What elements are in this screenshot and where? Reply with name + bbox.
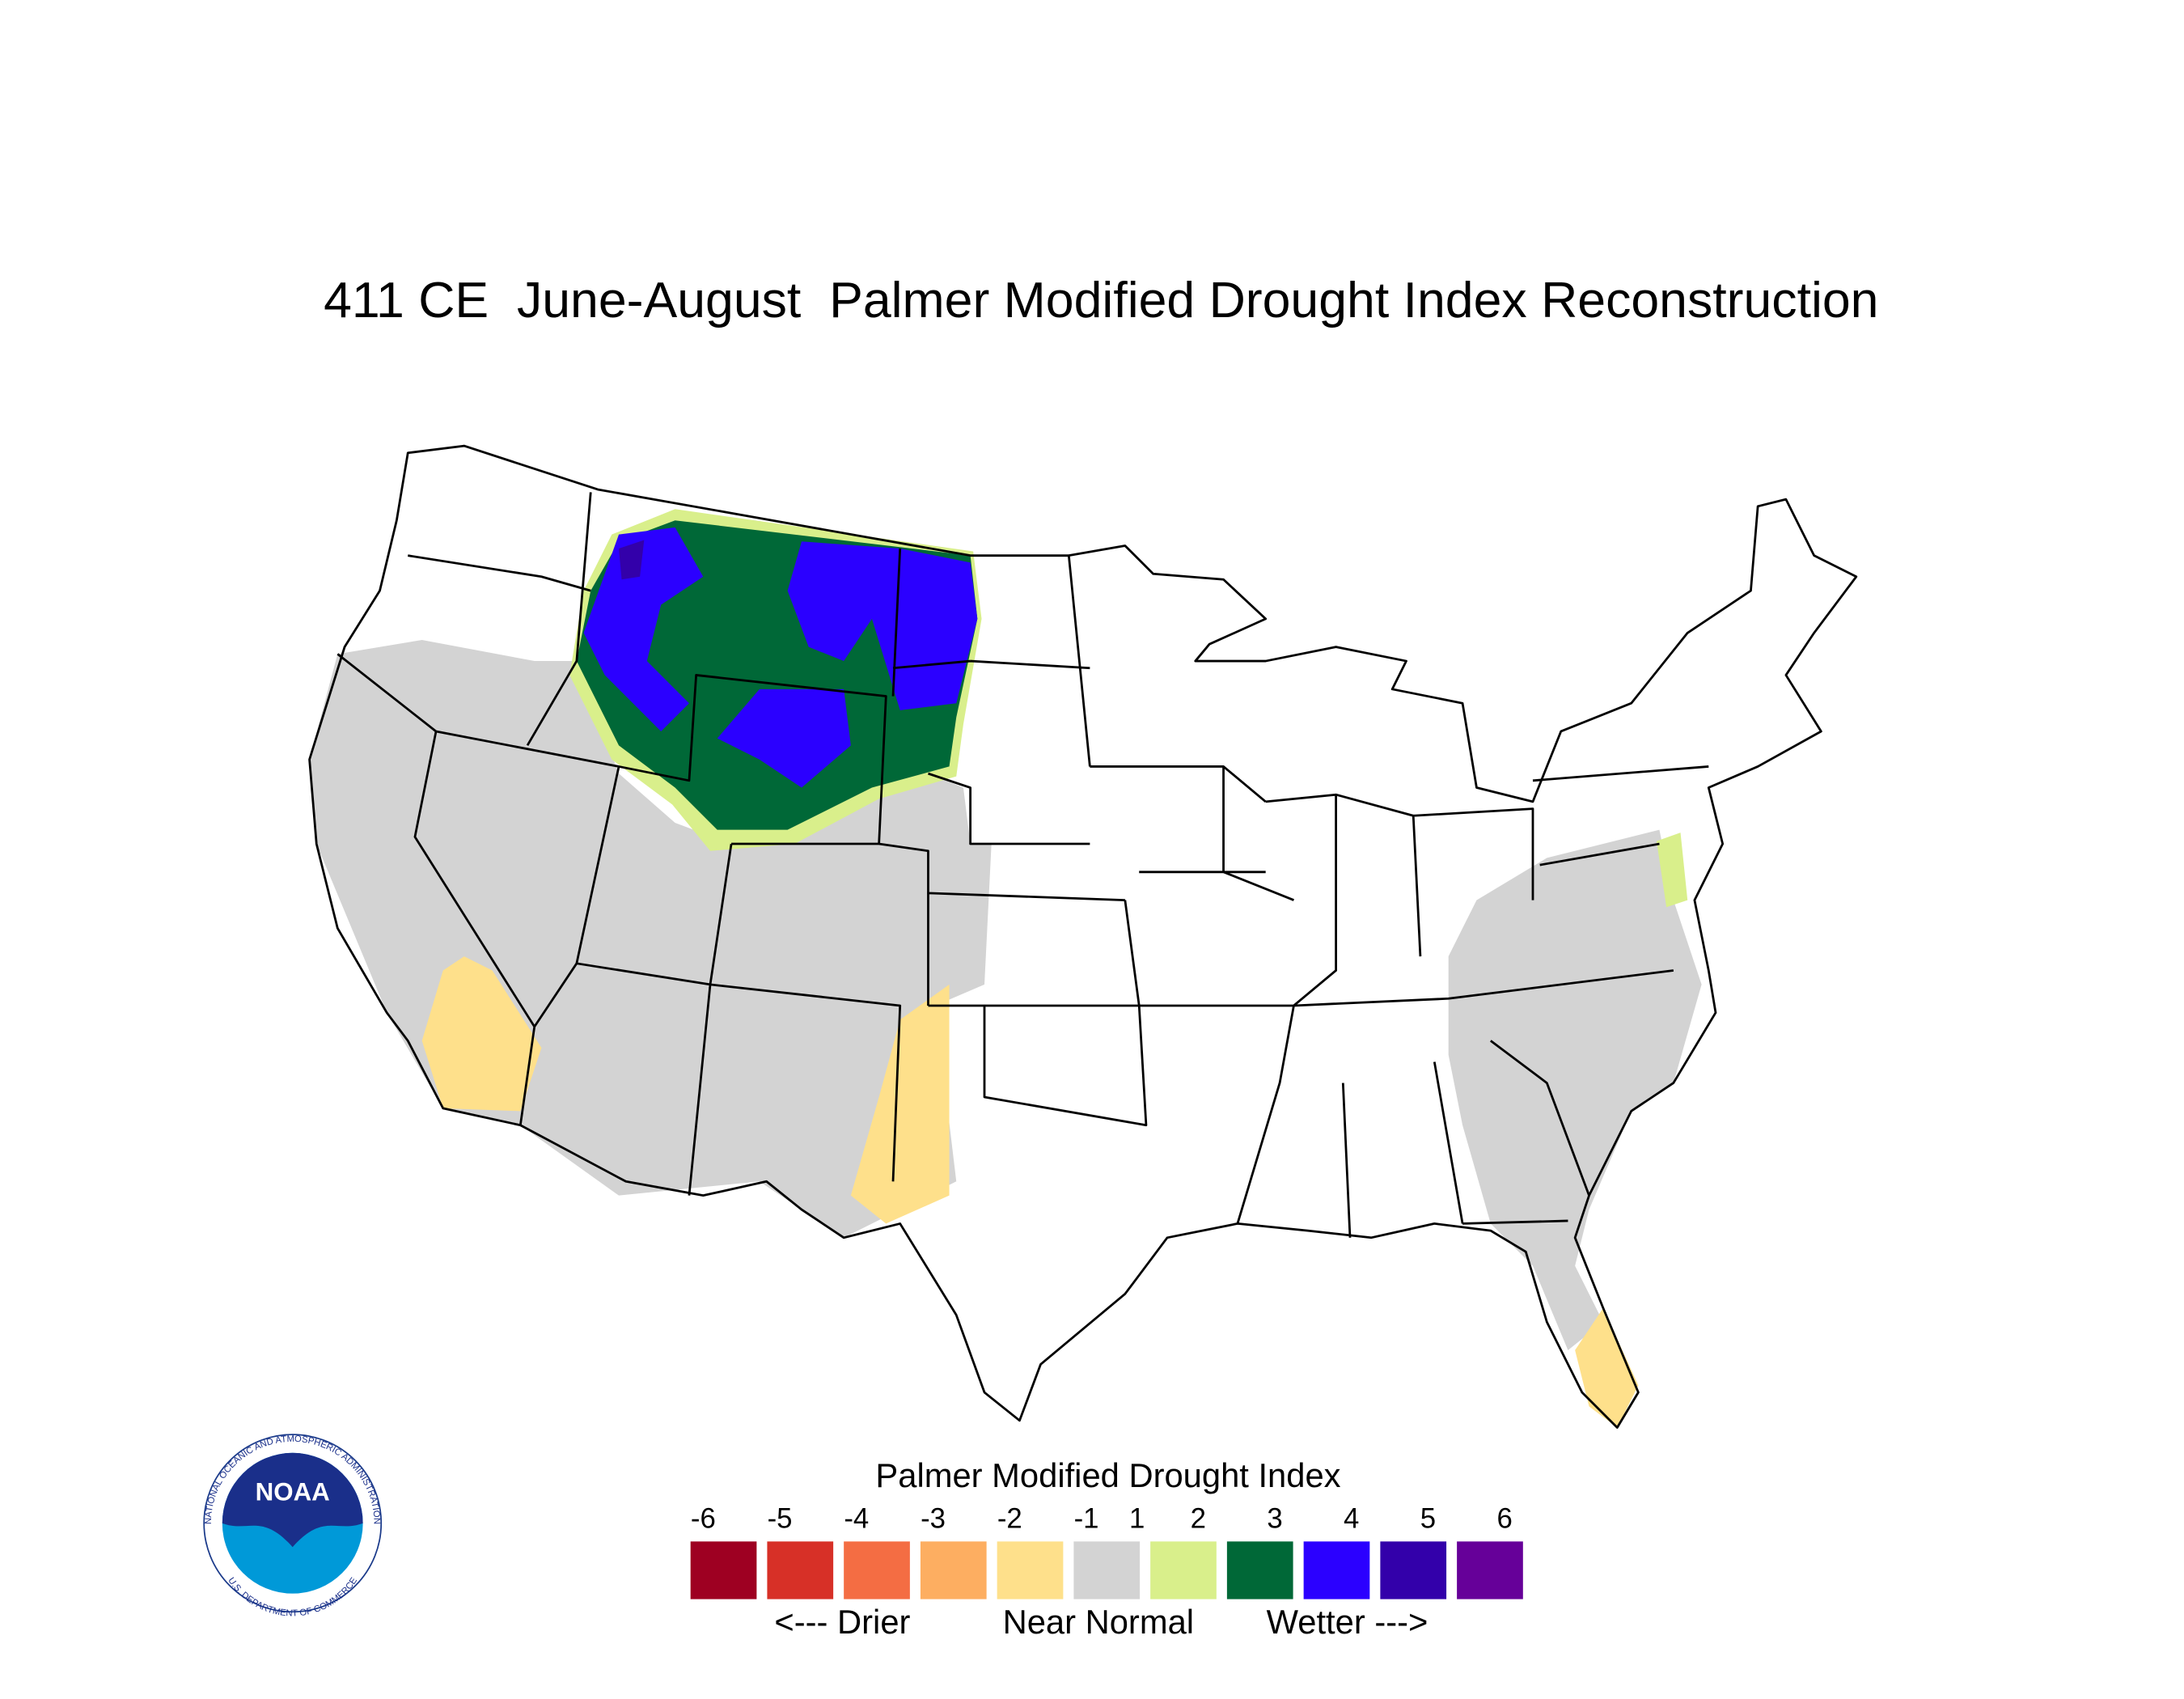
legend-tick-label: 2 (1191, 1503, 1206, 1534)
legend-tick-label: 3 (1267, 1503, 1282, 1534)
legend-swatch (920, 1541, 987, 1599)
legend: -6 -5 -4 -3 -2 -1 1 2 3 4 5 6 (690, 1503, 1523, 1599)
legend-swatch (1073, 1541, 1141, 1599)
legend-swatch (1457, 1541, 1523, 1599)
region-extreme-wet (619, 540, 645, 580)
legend-swatch (690, 1541, 757, 1599)
legend-swatch (767, 1541, 834, 1599)
legend-tick-label: -4 (844, 1503, 869, 1534)
logo-text: NOAA (256, 1477, 330, 1506)
logo-top (222, 1452, 363, 1548)
legend-swatch (1150, 1541, 1217, 1599)
legend-tick-label: 5 (1420, 1503, 1436, 1534)
legend-swatch (1380, 1541, 1447, 1599)
legend-label: Wetter ---> (1267, 1603, 1428, 1641)
legend-swatch (997, 1541, 1064, 1599)
region-near-normal-east (1448, 829, 1702, 1350)
map-title: 411 CE June-August Palmer Modified Droug… (324, 272, 1878, 328)
legend-swatch (844, 1541, 910, 1599)
region-very-wet-center (717, 688, 851, 788)
region-dry-california (421, 956, 542, 1112)
region-dry-florida (1575, 1307, 1639, 1428)
region-very-wet-north (787, 541, 978, 710)
legend-label: Near Normal (1003, 1603, 1194, 1641)
legend-tick-label: -2 (997, 1503, 1022, 1534)
index-regions (309, 509, 1702, 1428)
legend-tick-label: 4 (1344, 1503, 1359, 1534)
legend-label: <--- Drier (774, 1603, 910, 1641)
legend-swatch (1303, 1541, 1370, 1599)
us-outline (308, 444, 1858, 1429)
region-very-wet-west (583, 527, 704, 731)
legend-swatch (1226, 1541, 1293, 1599)
region-dry-new-mexico (850, 984, 950, 1224)
border-lines (336, 492, 1709, 1238)
legend-tick-label: -1 (1074, 1503, 1099, 1534)
state-borders (308, 444, 1858, 1429)
legend-tick-label: 6 (1497, 1503, 1513, 1534)
legend-tick-label: -3 (921, 1503, 946, 1534)
legend-tick-label: -6 (691, 1503, 716, 1534)
legend-title: Palmer Modified Drought Index (875, 1456, 1340, 1494)
region-wet-delmarva (1656, 833, 1688, 908)
legend-tick-label: -5 (768, 1503, 793, 1534)
legend-tick-label: 1 (1129, 1503, 1145, 1534)
